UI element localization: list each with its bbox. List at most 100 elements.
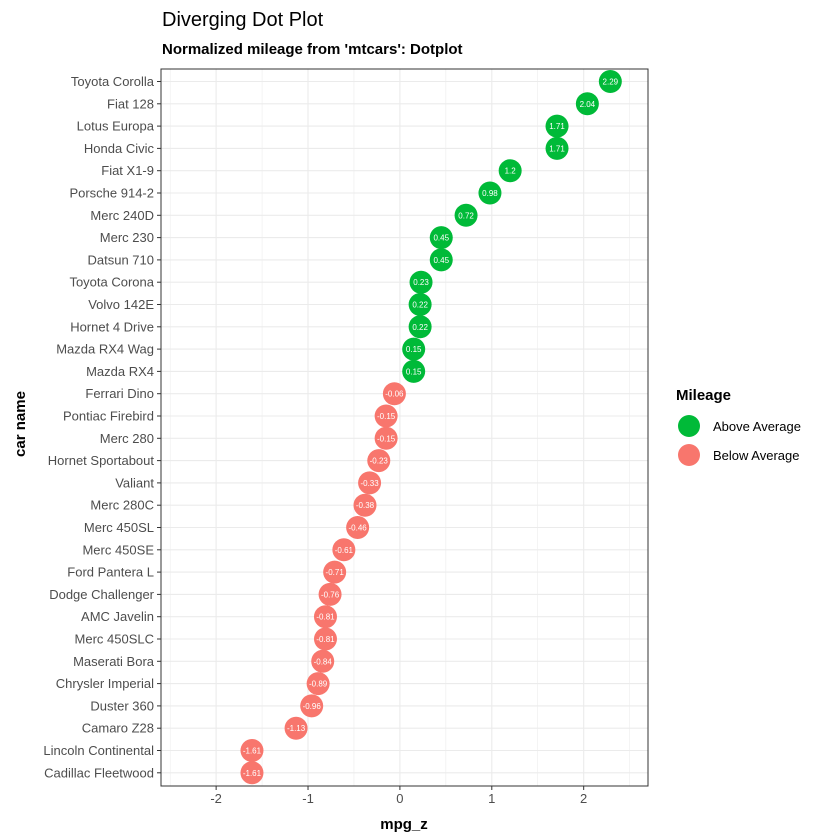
x-tick-label: -1	[302, 791, 314, 806]
y-tick-label: Toyota Corona	[69, 275, 154, 290]
y-tick-label: Merc 280C	[90, 498, 154, 513]
chart-subtitle: Normalized mileage from 'mtcars': Dotplo…	[162, 41, 463, 58]
dot-merc-280c	[353, 493, 377, 517]
dot-dodge-challenger	[318, 582, 342, 606]
dot-volvo-142e	[408, 293, 432, 316]
dot-merc-240d	[454, 203, 478, 227]
chart-title: Diverging Dot Plot	[162, 9, 324, 31]
dot-value-label: 0.22	[412, 323, 428, 332]
dot-porsche-914-2	[478, 181, 502, 205]
dot-value-label: -0.81	[316, 613, 335, 622]
y-tick-label: Merc 450SE	[82, 542, 154, 557]
dot-value-label: 0.23	[413, 278, 429, 287]
legend-title: Mileage	[676, 387, 731, 404]
x-tick-label: 1	[488, 791, 495, 806]
y-tick-label: Merc 280	[100, 431, 154, 446]
y-tick-label: Volvo 142E	[88, 297, 154, 312]
y-tick-label: Lotus Europa	[77, 119, 155, 134]
y-tick-label: Hornet 4 Drive	[70, 319, 154, 334]
dot-cadillac-fleetwood	[240, 761, 264, 785]
dot-mazda-rx4	[402, 359, 426, 383]
y-tick-label: Ferrari Dino	[85, 386, 154, 401]
dot-merc-450sl	[346, 516, 370, 539]
data-points: 2.29 2.04 1.71 1.71 1.2 0.98 0.72 0.45 0.45 0.23 0…	[240, 70, 622, 785]
dot-merc-450se	[332, 538, 356, 562]
x-tick-label: -2	[210, 791, 222, 806]
dot-chrysler-imperial	[306, 672, 330, 696]
dot-toyota-corona	[409, 270, 433, 294]
dot-lotus-europa	[545, 114, 569, 138]
dot-maserati-bora	[311, 649, 335, 673]
dot-value-label: 0.45	[433, 256, 449, 265]
legend-swatch-below	[678, 444, 700, 466]
dot-camaro-z28	[284, 716, 308, 740]
dot-ferrari-dino	[382, 382, 406, 406]
y-tick-label: Fiat X1-9	[101, 163, 154, 178]
legend: Mileage Above Average Below Average	[676, 387, 801, 466]
axes: -2 -1 0 1 2 Toyota Corolla Fiat 128 Lotus Europ…	[43, 74, 587, 806]
legend-label-above: Above Average	[713, 419, 801, 434]
y-tick-label: Cadillac Fleetwood	[44, 765, 154, 780]
dot-value-label: -0.46	[349, 524, 368, 533]
dot-value-label: -0.71	[326, 568, 345, 577]
grid-lines	[161, 69, 648, 786]
dot-value-label: -0.15	[377, 434, 396, 443]
y-tick-label: Pontiac Firebird	[63, 409, 154, 424]
dot-value-label: -0.33	[360, 479, 379, 488]
dot-merc-230	[429, 226, 453, 250]
panel-border	[160, 68, 649, 787]
y-tick-label: Fiat 128	[107, 96, 154, 111]
dot-merc-450slc	[313, 627, 337, 651]
dot-value-label: 1.71	[549, 122, 565, 131]
dot-amc-javelin	[313, 605, 337, 629]
dot-hornet-sportabout	[367, 449, 391, 473]
dot-value-label: -0.23	[370, 457, 389, 466]
dot-value-label: 0.22	[412, 301, 428, 310]
dot-value-label: 0.15	[406, 367, 422, 376]
dot-value-label: -0.76	[321, 590, 340, 599]
legend-swatch-above	[678, 415, 700, 437]
dot-datsun-710	[429, 248, 453, 272]
dot-merc-280	[374, 426, 398, 450]
y-tick-label: Lincoln Continental	[43, 743, 154, 758]
dot-honda-civic	[545, 136, 569, 160]
dot-value-label: -0.61	[335, 546, 354, 555]
x-tick-label: 2	[580, 791, 587, 806]
dot-fiat-128	[575, 92, 599, 116]
dot-ford-pantera-l	[323, 560, 347, 584]
dot-value-label: 1.71	[549, 144, 565, 153]
dot-value-label: -0.15	[377, 412, 396, 421]
legend-label-below: Below Average	[713, 448, 800, 463]
y-tick-label: Merc 450SLC	[75, 632, 154, 647]
y-tick-label: Ford Pantera L	[67, 565, 154, 580]
y-tick-label: AMC Javelin	[81, 609, 154, 624]
y-tick-label: Duster 360	[90, 698, 154, 713]
y-tick-label: Merc 450SL	[84, 520, 154, 535]
y-tick-label: Toyota Corolla	[71, 74, 155, 89]
dot-value-label: 0.45	[433, 234, 449, 243]
dot-value-label: -0.89	[309, 680, 328, 689]
y-axis-title: car name	[12, 391, 29, 457]
x-tick-label: 0	[396, 791, 403, 806]
y-tick-label: Dodge Challenger	[49, 587, 154, 602]
dot-value-label: -0.06	[385, 390, 404, 399]
dot-hornet-4-drive	[408, 315, 432, 339]
dot-value-label: 0.72	[458, 211, 474, 220]
y-tick-label: Mazda RX4 Wag	[56, 342, 154, 357]
dot-duster-360	[300, 694, 324, 718]
y-tick-label: Porsche 914-2	[69, 186, 154, 201]
y-tick-label: Datsun 710	[88, 252, 155, 267]
dot-value-label: -0.38	[356, 501, 375, 510]
dot-value-label: 0.98	[482, 189, 498, 198]
y-tick-label: Camaro Z28	[82, 721, 154, 736]
y-tick-label: Merc 240D	[90, 208, 154, 223]
y-tick-label: Honda Civic	[84, 141, 155, 156]
dot-value-label: -0.81	[316, 635, 335, 644]
dot-value-label: -1.61	[243, 769, 262, 778]
dot-mazda-rx4-wag	[402, 337, 426, 361]
x-axis-title: mpg_z	[380, 816, 428, 833]
dot-fiat-x1-9	[498, 159, 522, 183]
y-tick-label: Hornet Sportabout	[48, 453, 155, 468]
dot-value-label: -0.96	[303, 702, 322, 711]
